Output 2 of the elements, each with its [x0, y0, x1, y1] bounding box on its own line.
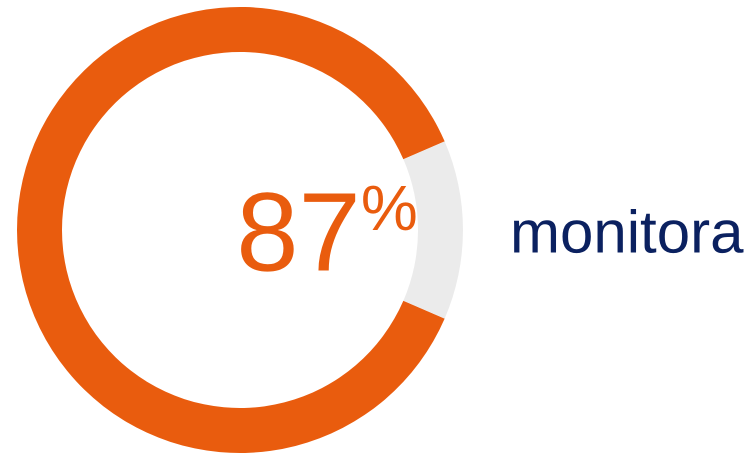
text: monitora — [510, 198, 744, 266]
text: 87% — [236, 170, 418, 294]
